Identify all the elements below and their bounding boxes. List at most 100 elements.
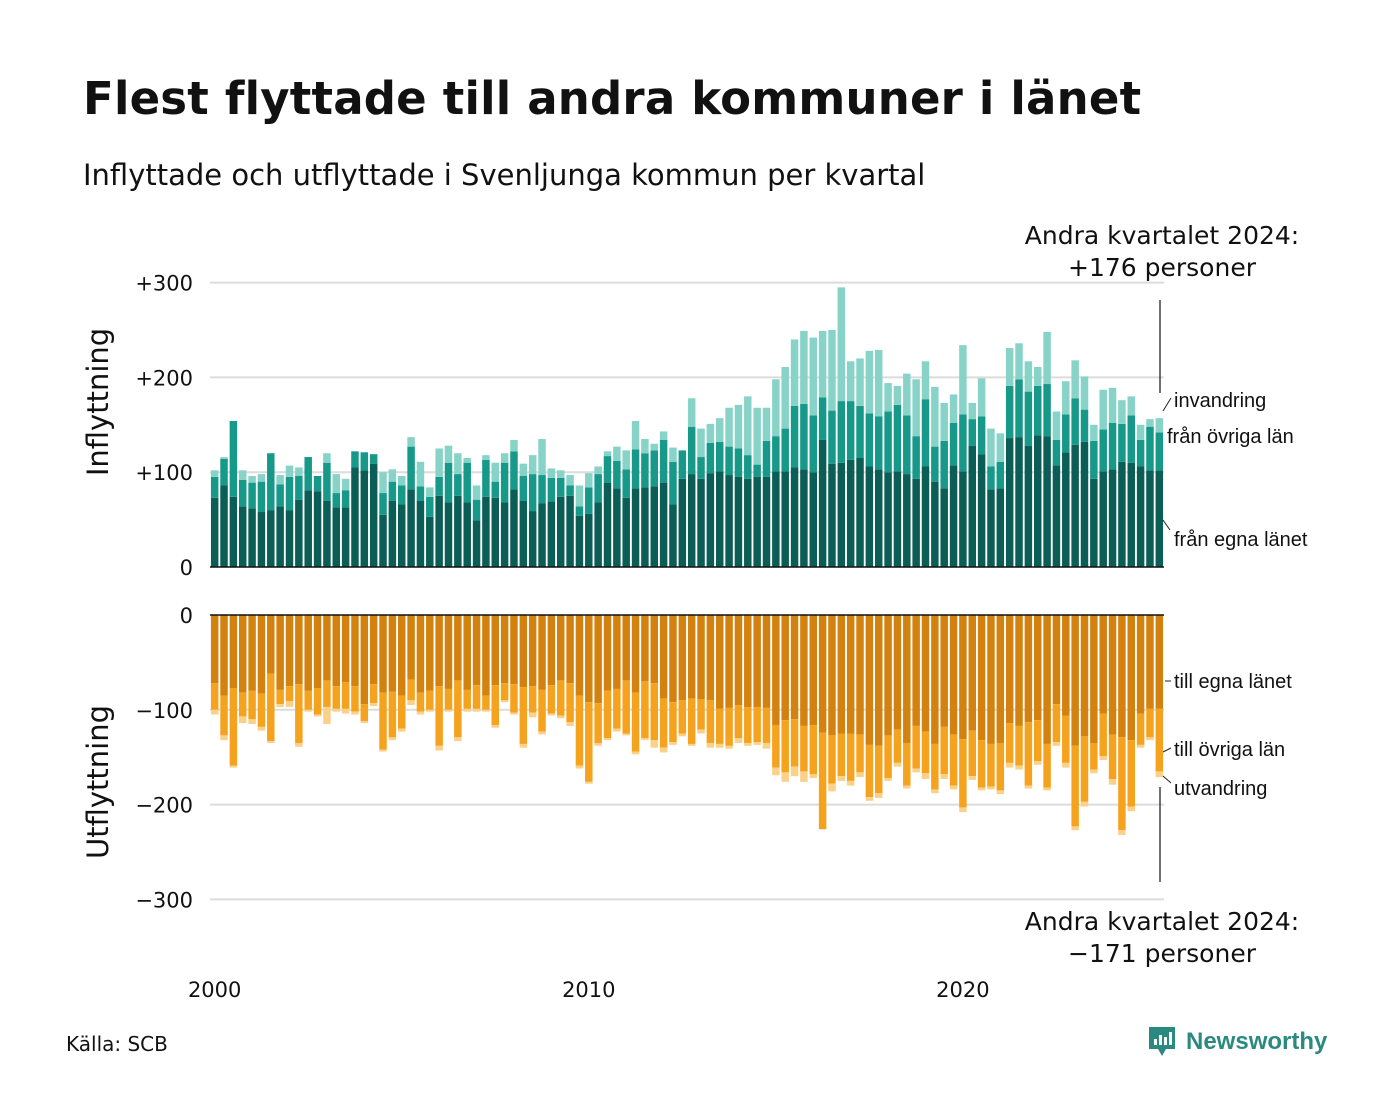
bar-segment (865, 413, 874, 467)
bar-segment (426, 709, 434, 712)
bar-segment (1136, 424, 1145, 440)
bar-segment (744, 478, 752, 567)
bar-segment (874, 615, 883, 746)
bar-segment (379, 749, 387, 752)
bar-segment (369, 684, 378, 704)
bar-segment (800, 615, 808, 726)
bar-segment (1127, 462, 1136, 567)
bar-segment (921, 615, 930, 732)
bar-segment (444, 502, 453, 567)
bar-segment (809, 472, 818, 567)
bar-segment (332, 493, 341, 508)
bar-segment (800, 330, 808, 404)
bar-segment (285, 701, 294, 707)
bar-segment (538, 475, 546, 504)
bar-segment (435, 495, 443, 567)
bar-segment (500, 462, 509, 503)
brand-name: Newsworthy (1186, 1028, 1328, 1055)
bar-segment (1043, 743, 1051, 788)
bar-segment (631, 615, 640, 693)
brand-logo[interactable]: Newsworthy (1147, 1025, 1327, 1059)
bar-segment (828, 463, 836, 567)
bar-segment (893, 615, 902, 730)
bar-segment (996, 461, 1005, 489)
bar-segment (1090, 424, 1098, 441)
bar-segment (556, 615, 565, 681)
bar-segment (987, 428, 995, 467)
bar-segment (940, 726, 948, 775)
bar-segment (1043, 436, 1051, 567)
bar-segment (585, 781, 593, 784)
bar-segment (641, 439, 649, 454)
bar-segment (407, 489, 415, 567)
bar-segment (669, 461, 677, 505)
bar-segment (463, 502, 471, 567)
bar-segment (416, 486, 425, 501)
bar-segment (238, 716, 247, 724)
bar-segment (547, 501, 556, 567)
bar-segment (210, 497, 219, 567)
bar-segment (874, 469, 883, 567)
series-label: från övriga län (1167, 426, 1294, 448)
bar-segment (304, 690, 312, 710)
bar-segment (1099, 615, 1107, 714)
bar-segment (650, 683, 659, 741)
y-tick-label: −200 (135, 794, 193, 818)
bar-segment (1033, 385, 1042, 436)
bar-segment (959, 739, 967, 808)
bar-segment (1090, 478, 1098, 567)
bar-segment (257, 512, 266, 567)
bar-segment (210, 709, 219, 715)
bar-segment (210, 470, 219, 477)
bar-segment (1127, 740, 1136, 807)
bar-segment (1080, 615, 1089, 737)
bar-segment (416, 500, 425, 567)
bar-segment (1136, 439, 1145, 467)
bar-segment (1052, 465, 1061, 567)
bar-segment (500, 615, 509, 684)
bar-segment (1155, 470, 1164, 567)
bar-segment (351, 686, 359, 712)
bar-segment (697, 428, 705, 458)
bar-segment (715, 743, 724, 748)
bar-segment (267, 453, 275, 511)
x-tick-label: 2010 (562, 978, 615, 1002)
bar-segment (687, 398, 696, 427)
bar-segment (753, 407, 761, 465)
bar-segment (379, 692, 387, 750)
bar-segment (238, 479, 247, 507)
series-label: utvandring (1174, 778, 1267, 800)
bar-segment (1118, 461, 1126, 567)
bar-segment (987, 489, 995, 567)
bar-segment (1033, 760, 1042, 765)
bar-segment (865, 466, 874, 567)
bar-segment (959, 345, 967, 415)
bar-segment (846, 361, 855, 402)
bar-segment (669, 702, 677, 743)
bar-segment (1015, 379, 1023, 438)
bar-segment (1033, 435, 1042, 567)
bar-segment (1015, 343, 1023, 380)
bar-segment (1005, 438, 1014, 567)
bar-segment (313, 687, 322, 715)
outflow-callout-line1: Andra kvartalet 2024: (1024, 907, 1300, 936)
bar-segment (706, 473, 715, 567)
bar-segment (1052, 704, 1061, 743)
bar-segment (257, 693, 266, 727)
bar-segment (884, 778, 892, 781)
bar-segment (1080, 736, 1089, 802)
bar-segment (772, 379, 780, 437)
label-leader-line (1162, 775, 1172, 784)
bar-segment (1033, 366, 1042, 386)
bar-segment (426, 516, 434, 567)
bar-segment (903, 615, 911, 743)
bar-segment (912, 436, 920, 479)
bar-segment (781, 428, 789, 472)
bar-segment (659, 615, 668, 699)
bar-segment (753, 706, 761, 743)
bar-segment (734, 404, 743, 449)
y-axis-label: Utflyttning (81, 705, 115, 859)
bar-segment (454, 495, 462, 567)
bar-segment (949, 394, 958, 423)
bar-segment (397, 504, 406, 567)
